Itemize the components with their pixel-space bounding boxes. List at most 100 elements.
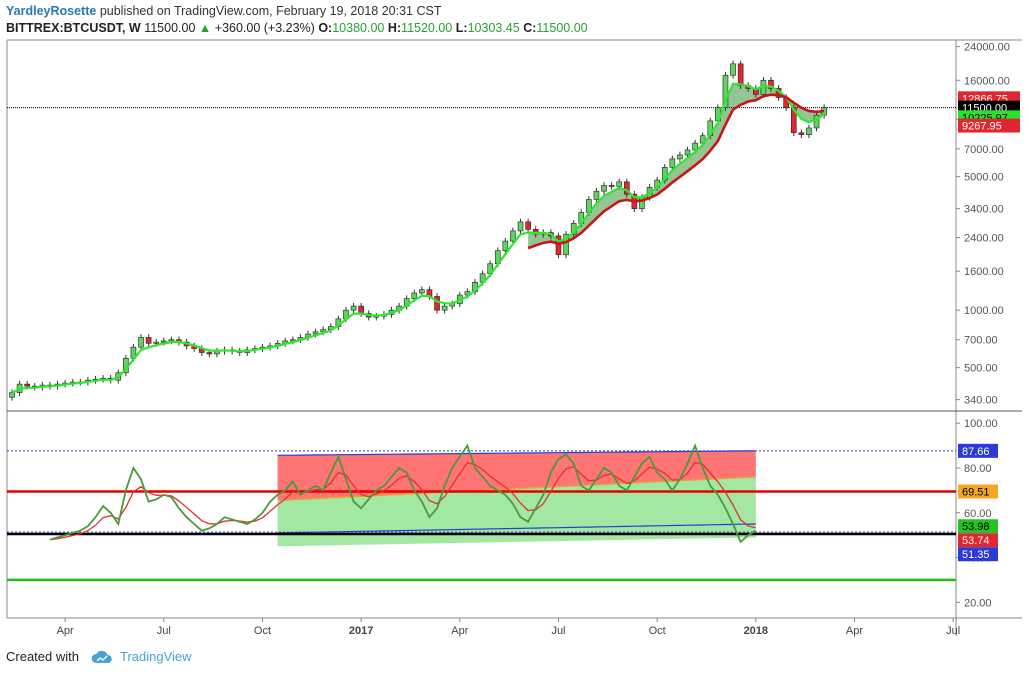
- candle-body: [517, 221, 524, 232]
- footer: Created with TradingView: [6, 649, 192, 664]
- candle-body: [669, 158, 676, 168]
- osc-value-label: 87.66: [962, 446, 990, 458]
- candle-body: [684, 149, 691, 156]
- price-tick-label: 700.00: [964, 335, 998, 347]
- time-tick-label: 2018: [744, 625, 768, 637]
- candle-body: [806, 127, 812, 135]
- osc-value-label: 53.98: [962, 521, 990, 533]
- price-tick-label: 340.00: [964, 395, 998, 407]
- high-label: H:: [387, 21, 402, 35]
- chart-header: YardleyRosette published on TradingView.…: [6, 3, 441, 20]
- price-tick-label: 24000.00: [964, 42, 1010, 54]
- up-arrow-icon: ▲: [198, 21, 212, 35]
- low-label: L:: [455, 21, 468, 35]
- candle-body: [798, 132, 805, 135]
- band-bottom-line: [277, 523, 756, 534]
- tradingview-cloud-icon: [91, 650, 112, 663]
- osc-value-label-bg: [958, 519, 998, 534]
- symbol-legend: BITTREX:BTCUSDT, W 11500.00 ▲ +360.00 (+…: [6, 20, 588, 37]
- candle-body: [168, 339, 175, 342]
- osc-tick-label: 80.00: [964, 463, 992, 475]
- osc-value-label-bg: [958, 533, 998, 548]
- candle-body: [608, 185, 615, 187]
- price-change: +360.00 (+3.23%): [214, 21, 315, 35]
- ema-slow-line: [527, 93, 825, 250]
- candle-body: [593, 190, 600, 200]
- candle-body: [555, 235, 562, 256]
- candle-body: [350, 305, 357, 311]
- time-tick-label: Oct: [254, 625, 271, 637]
- band-top-line: [277, 450, 756, 456]
- band-mid-line: [277, 476, 756, 502]
- time-tick-label: Jul: [157, 625, 171, 637]
- candle-body: [9, 392, 15, 398]
- candle-body: [563, 233, 569, 256]
- candle-body: [312, 331, 319, 335]
- candle-body: [138, 337, 144, 348]
- candle-body: [813, 114, 820, 129]
- candle-body: [510, 230, 516, 242]
- time-tick-label: Apr: [57, 625, 74, 637]
- osc-value-label: 53.74: [962, 535, 990, 547]
- candle-body: [692, 142, 698, 151]
- candle-body: [419, 289, 425, 294]
- price-tick-label: 2400.00: [964, 233, 1004, 245]
- osc-tick-label: 100.00: [964, 418, 998, 430]
- candle-body: [434, 296, 440, 311]
- rsi-line: [49, 443, 757, 544]
- time-tick-label: Apr: [451, 625, 468, 637]
- osc-value-label-bg: [958, 547, 998, 562]
- open-value: 10380.00: [332, 21, 385, 35]
- candle-body: [153, 341, 160, 344]
- ema-fast-line: [11, 82, 825, 394]
- author-link[interactable]: YardleyRosette: [6, 4, 97, 18]
- time-tick-label: Apr: [846, 625, 863, 637]
- time-tick-label: 2017: [349, 625, 373, 637]
- price-tick-label: 500.00: [964, 363, 998, 375]
- time-tick-label: Jul: [946, 625, 960, 637]
- candle-body: [722, 74, 729, 108]
- candle-body: [616, 181, 623, 187]
- osc-tick-label: 60.00: [964, 508, 992, 520]
- candle-body: [358, 305, 364, 314]
- candle-body: [677, 154, 683, 160]
- price-tick-label: 1000.00: [964, 305, 1004, 317]
- created-with-text: Created with: [6, 649, 79, 664]
- price-tick-label: 16000.00: [964, 75, 1010, 87]
- osc-value-label: 51.35: [962, 549, 990, 561]
- high-value: 11520.00: [401, 21, 453, 35]
- candle-body: [525, 221, 531, 230]
- published-text: published on TradingView.com, February 1…: [99, 4, 442, 18]
- price-tick-label: 1600.00: [964, 266, 1004, 278]
- candle-body: [768, 79, 774, 89]
- candle-body: [290, 339, 296, 342]
- candle-body: [737, 63, 744, 86]
- candle-body: [441, 305, 448, 311]
- candle-body: [24, 383, 30, 387]
- candle-body: [730, 63, 736, 76]
- close-value: 11500.00: [536, 21, 588, 35]
- close-label: C:: [523, 21, 537, 35]
- price-tick-label: 3400.00: [964, 204, 1004, 216]
- candle-body: [502, 240, 509, 251]
- price-tick-label: 7000.00: [964, 144, 1004, 156]
- time-tick-label: Jul: [551, 625, 565, 637]
- price-value-label-bg: [958, 118, 1020, 133]
- candle-body: [206, 352, 213, 355]
- osc-tick-label: 20.00: [964, 597, 992, 609]
- price-tick-label: 5000.00: [964, 172, 1004, 184]
- candle-body: [320, 329, 326, 333]
- ema-fill-area: [528, 83, 825, 249]
- osc-value-label-bg: [958, 484, 998, 499]
- candle-body: [623, 181, 630, 195]
- upper-band-area: [277, 450, 756, 501]
- candle-body: [145, 337, 152, 344]
- symbol-name[interactable]: BITTREX:BTCUSDT, W: [6, 21, 141, 35]
- osc-value-label: 69.51: [962, 486, 990, 498]
- candle-body: [601, 185, 607, 192]
- tradingview-brand-link[interactable]: TradingView: [120, 649, 192, 664]
- low-value: 10303.45: [467, 21, 520, 35]
- time-tick-label: Oct: [649, 625, 666, 637]
- open-label: O:: [318, 21, 333, 35]
